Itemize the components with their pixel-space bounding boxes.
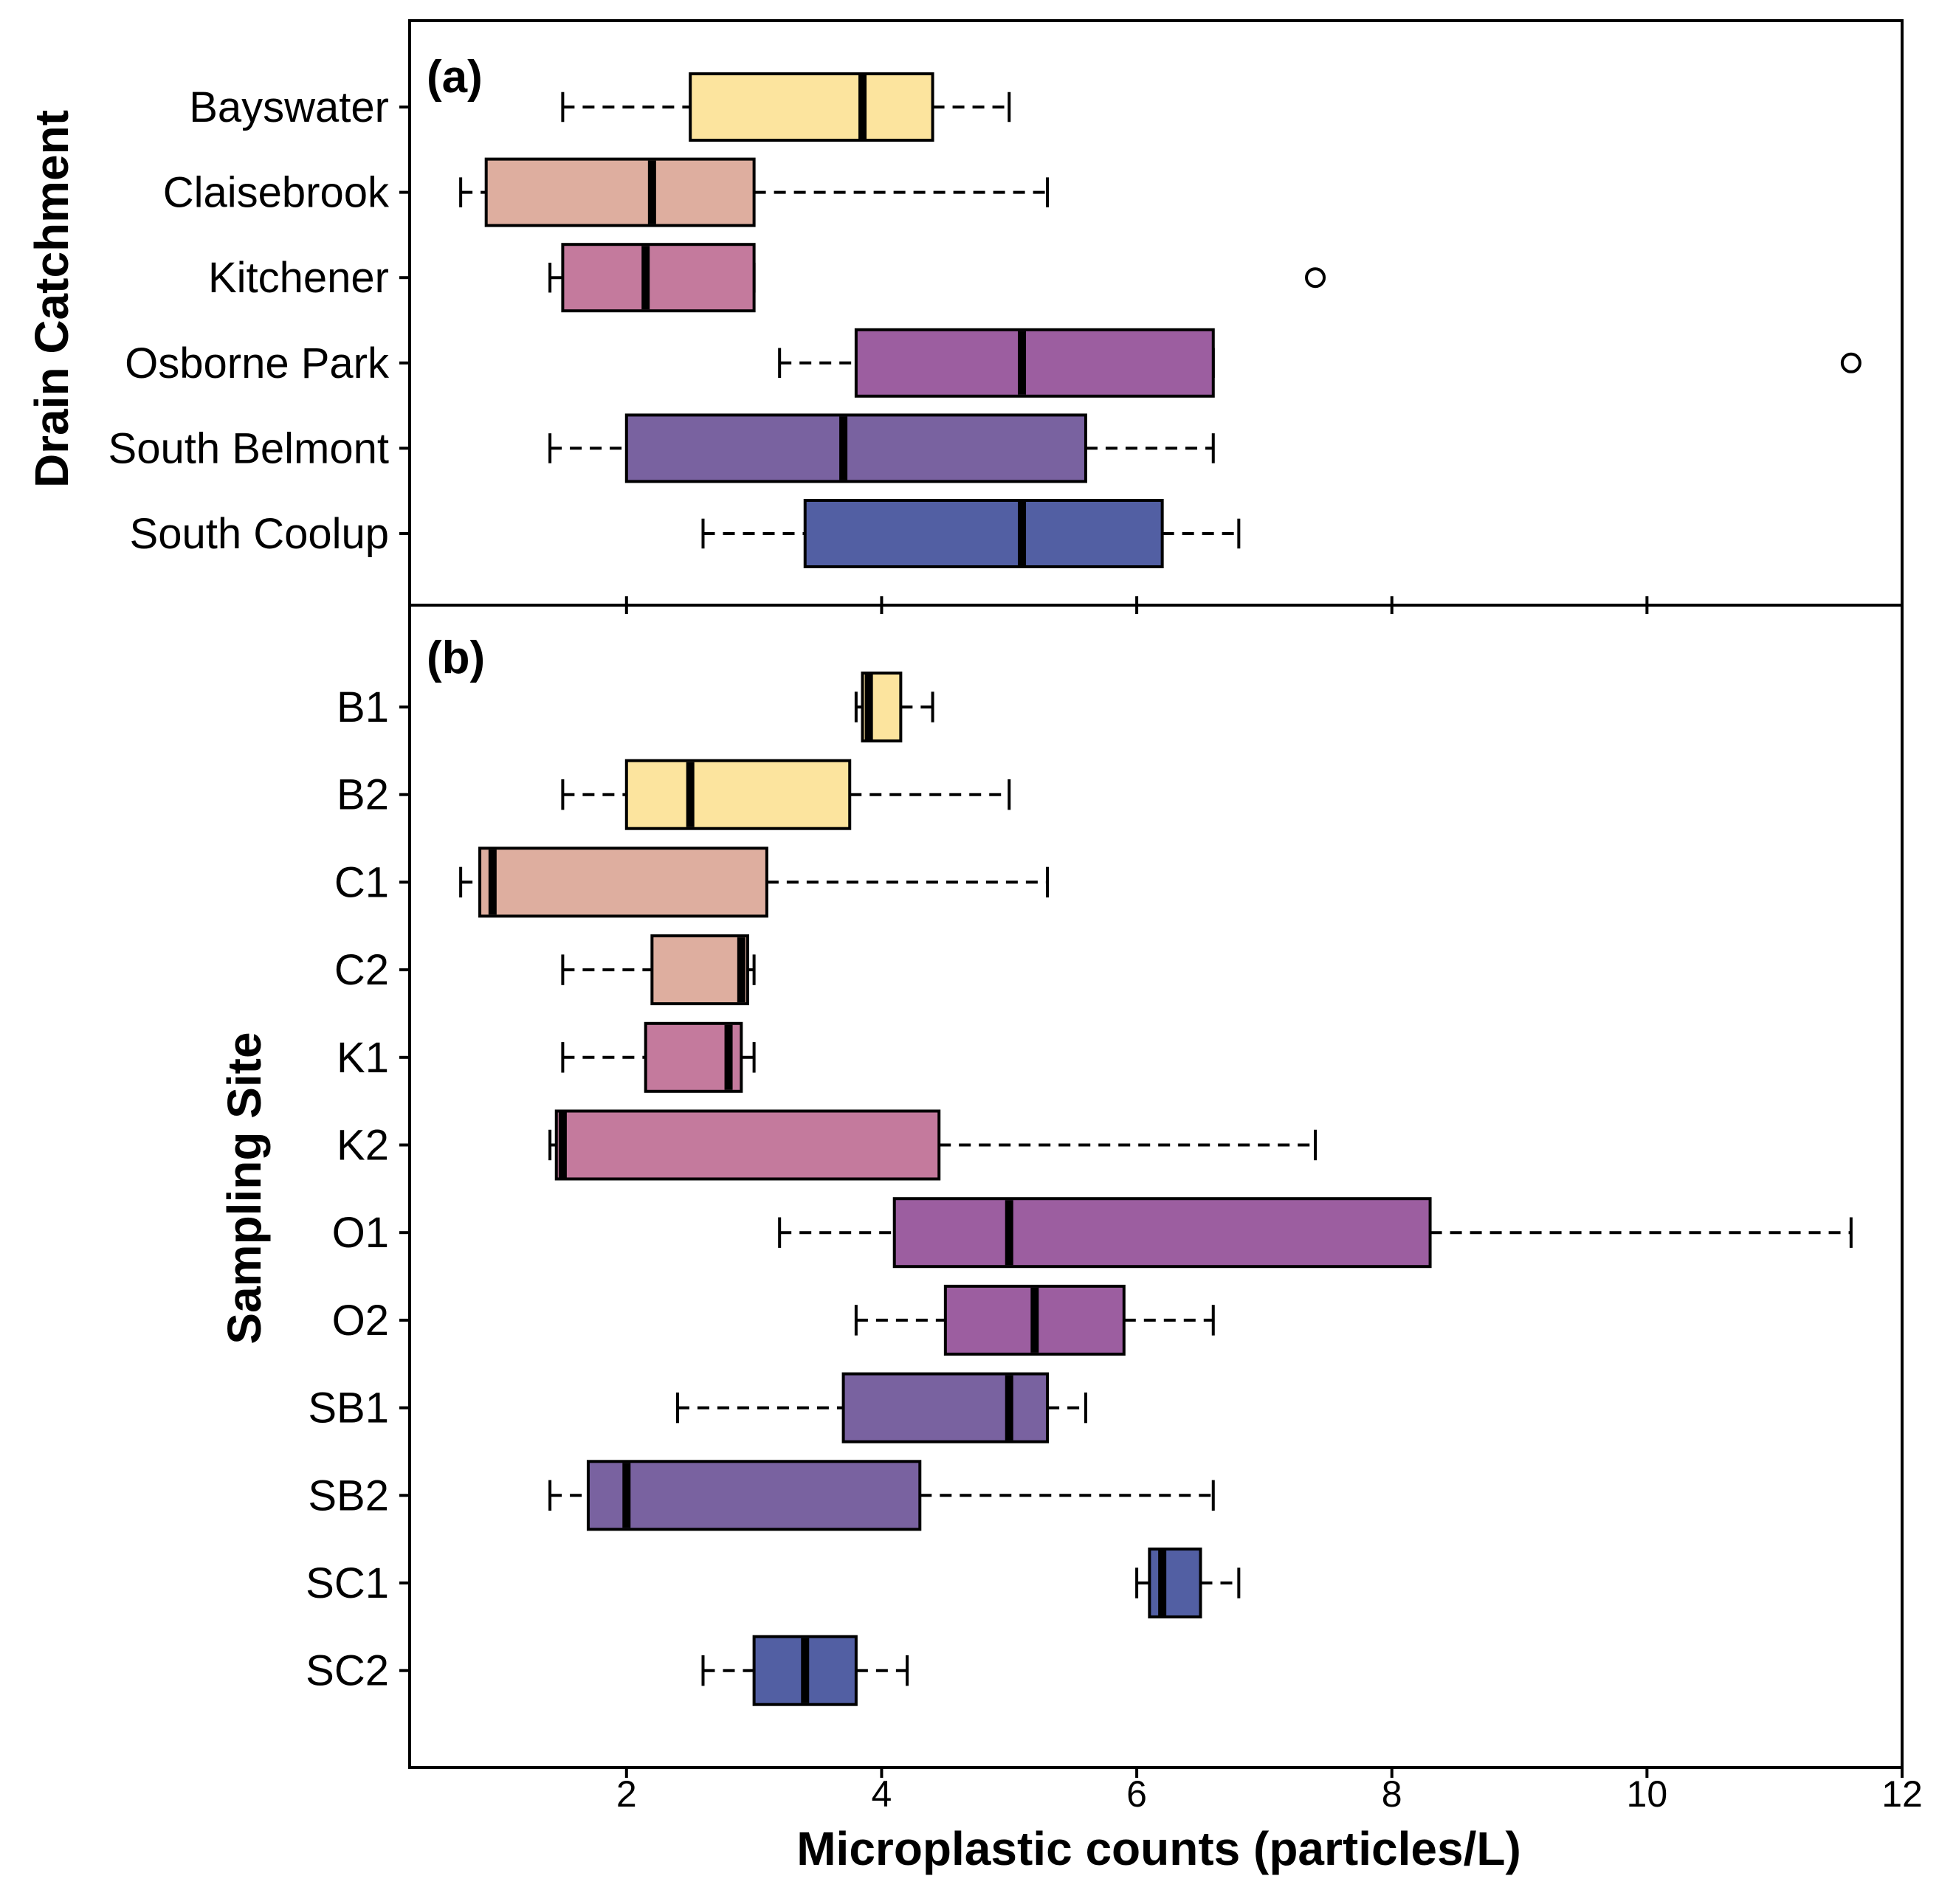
box-group-o2: O2	[332, 1284, 1215, 1356]
x-tick-label: 4	[872, 1773, 892, 1815]
x-tick-label: 6	[1126, 1773, 1147, 1815]
category-label: Bayswater	[189, 83, 389, 131]
box	[650, 934, 749, 1006]
panel-frame	[408, 604, 1904, 1769]
panel-a-label: (a)	[427, 52, 483, 103]
box-group-south-belmont: South Belmont	[109, 413, 1215, 483]
category-label: C1	[334, 858, 389, 906]
y-axis-title-panel-a: Drain Catchment	[25, 110, 78, 488]
box-group-k2: K2	[337, 1109, 1318, 1181]
box-group-b2: B2	[337, 759, 1011, 830]
box	[478, 846, 768, 918]
box	[689, 72, 934, 142]
box-group-osborne-park: Osborne Park	[125, 328, 1861, 398]
category-label: SB2	[308, 1472, 389, 1520]
x-tick-label: 10	[1627, 1773, 1668, 1815]
box-group-k1: K1	[337, 1021, 756, 1093]
box	[624, 413, 1087, 483]
category-label: K1	[337, 1034, 389, 1082]
box-group-sc1: SC1	[306, 1548, 1241, 1618]
panel-b-label: (b)	[427, 632, 485, 683]
box-group-c2: C2	[334, 934, 756, 1006]
box-group-sb2: SB2	[308, 1460, 1215, 1531]
box	[554, 1109, 941, 1181]
panel-b: B1 B2 C1 C2 K1 K2 O1 O2 SB1 SB2 SC1 SC2	[306, 604, 1904, 1769]
box	[561, 243, 756, 313]
category-label: South Coolup	[130, 510, 389, 558]
x-tick-label: 2	[616, 1773, 637, 1815]
box	[484, 157, 756, 227]
x-axis-title: Microplastic counts (particles/L)	[796, 1822, 1521, 1875]
category-label: SC1	[306, 1559, 389, 1607]
box-group-sb1: SB1	[308, 1372, 1087, 1443]
category-label: SB1	[308, 1384, 389, 1432]
box-group-bayswater: Bayswater	[189, 72, 1011, 142]
category-label: SC2	[306, 1647, 389, 1695]
category-label: South Belmont	[109, 424, 389, 472]
box-group-c1: C1	[334, 846, 1050, 918]
category-label: B1	[337, 683, 389, 731]
box-group-south-coolup: South Coolup	[130, 499, 1241, 568]
box-group-sc2: SC2	[306, 1635, 909, 1706]
category-label: Claisebrook	[163, 169, 390, 217]
category-label: B2	[337, 771, 389, 819]
x-axis: 2 4 6 8 10 12	[616, 596, 1923, 1815]
box	[1148, 1548, 1202, 1618]
x-tick-label: 12	[1881, 1773, 1923, 1815]
category-label: K2	[337, 1122, 389, 1170]
box-group-b1: B1	[337, 672, 934, 742]
box	[841, 1372, 1050, 1443]
box-group-claisebrook: Claisebrook	[163, 157, 1050, 227]
category-label: O1	[332, 1209, 389, 1257]
box	[624, 759, 852, 830]
box-group-kitchener: Kitchener	[208, 243, 1326, 313]
panel-a: Bayswater Claisebrook Kitchener Osborne Par…	[109, 19, 1904, 607]
box	[892, 1197, 1432, 1269]
outlier-point	[1840, 352, 1861, 373]
outlier-point	[1305, 267, 1326, 289]
box-group-o1: O1	[332, 1197, 1853, 1269]
category-label: C2	[334, 946, 389, 994]
box	[803, 499, 1164, 568]
category-label: Kitchener	[208, 254, 389, 302]
y-axis-title-panel-b: Sampling Site	[218, 1032, 271, 1344]
x-tick-label: 8	[1382, 1773, 1402, 1815]
box	[854, 328, 1215, 398]
box	[586, 1460, 922, 1531]
category-label: O2	[332, 1297, 389, 1345]
category-label: Osborne Park	[125, 339, 390, 387]
